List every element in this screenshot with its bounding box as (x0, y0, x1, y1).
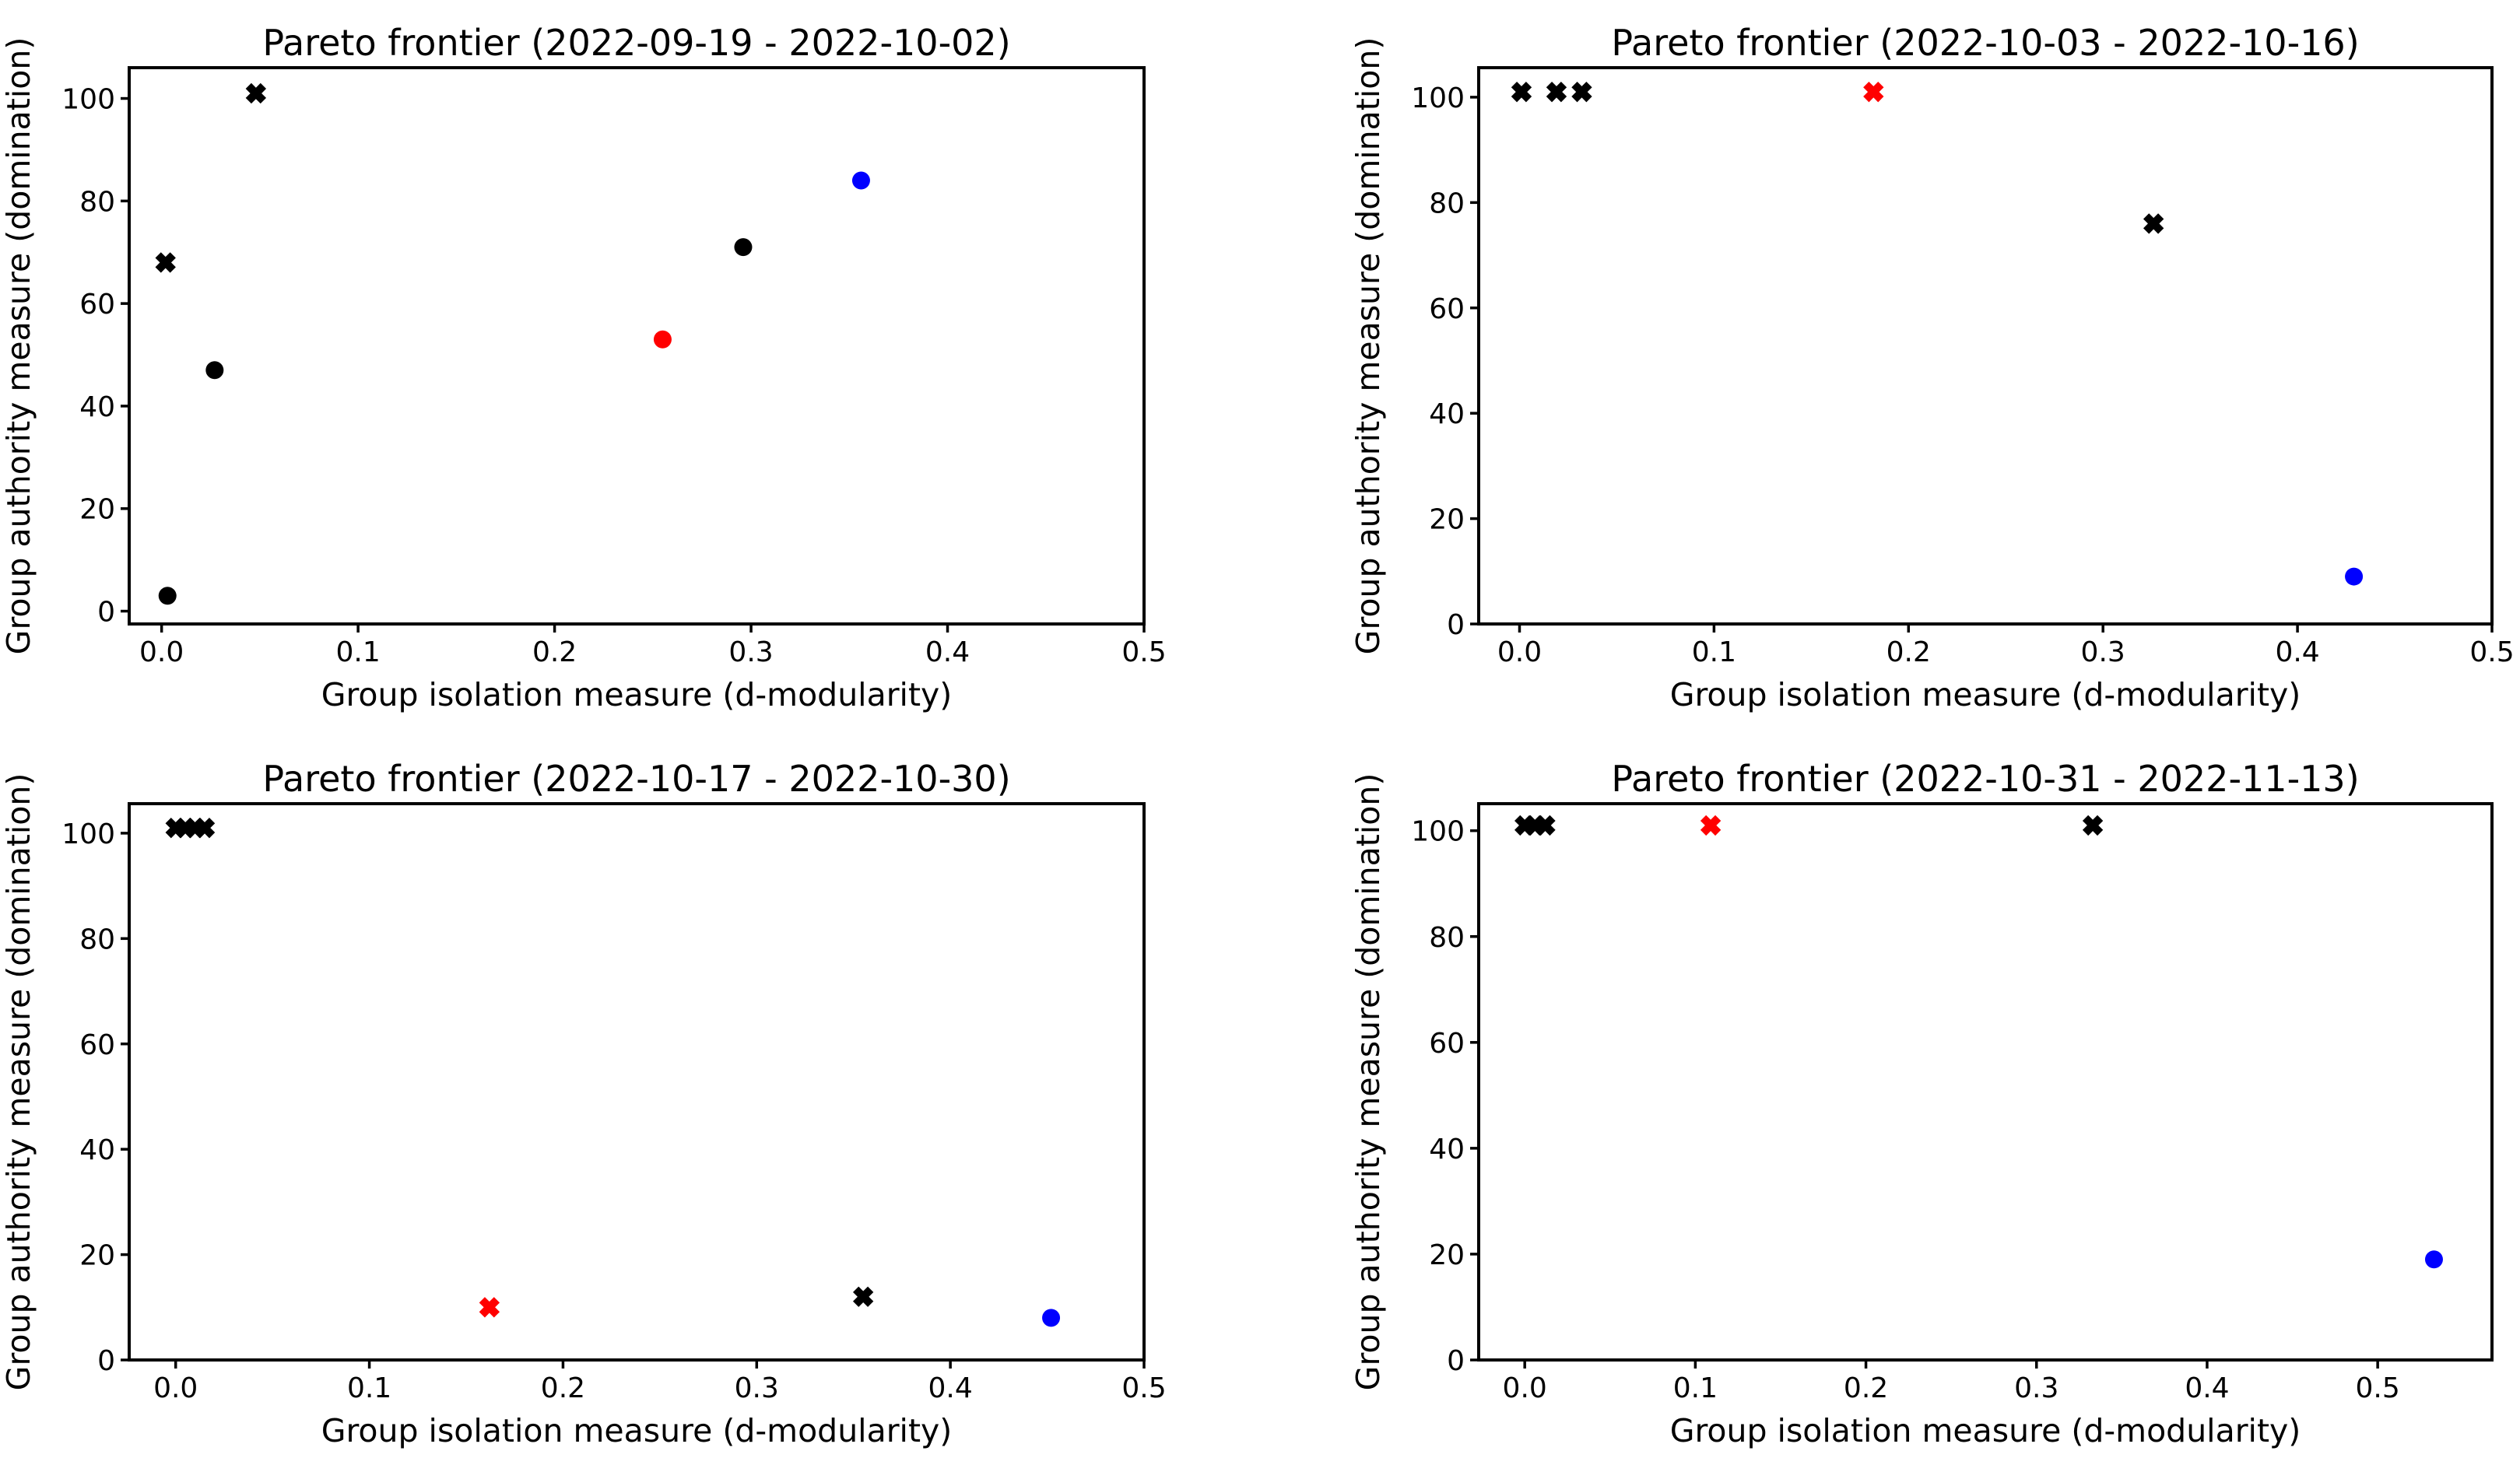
scatter-point-circle (734, 238, 753, 257)
y-tick-label: 100 (61, 818, 115, 850)
y-axis-label: Group authority measure (domination) (0, 37, 37, 655)
scatter-point-x (479, 1297, 500, 1318)
scatter-point-x (852, 1286, 874, 1307)
y-tick-label: 20 (1429, 1239, 1465, 1271)
x-tick-label: 0.5 (1121, 636, 1166, 668)
y-tick-label: 80 (1429, 922, 1465, 954)
y-tick-label: 0 (1447, 609, 1465, 641)
x-tick-label: 0.5 (2356, 1372, 2400, 1404)
x-tick-label: 0.4 (925, 636, 970, 668)
plot-spines (128, 66, 1146, 626)
x-tick-label: 0.4 (2275, 636, 2319, 668)
y-tick-label: 20 (79, 1240, 115, 1272)
x-tick-label: 0.2 (1886, 636, 1931, 668)
x-tick-label: 0.3 (2081, 636, 2125, 668)
subplot-bottom-right: 0.0 0.1 0.2 0.3 0.4 0.5 0 20 40 60 80 100 Pareto fro… (1349, 758, 2494, 1449)
scatter-point-x (245, 82, 267, 104)
x-tick-label: 0.1 (335, 636, 380, 668)
scatter-point-circle (1042, 1309, 1061, 1327)
y-tick-label: 20 (1429, 504, 1465, 536)
scatter-point-x (1700, 815, 1722, 836)
subplot-top-right: 0.0 0.1 0.2 0.3 0.4 0.5 0 20 40 60 80 100 Pareto fro… (1349, 22, 2515, 713)
x-tick-label: 0.3 (728, 636, 773, 668)
scatter-point-x (2082, 815, 2104, 836)
x-tick-label: 0.5 (1121, 1372, 1166, 1404)
x-tick-label: 0.0 (153, 1372, 198, 1404)
scatter-point-x (194, 817, 216, 839)
scatter-point-x (1511, 81, 1532, 103)
y-tick-label: 60 (1429, 1028, 1465, 1060)
y-tick-label: 80 (79, 186, 115, 218)
y-axis-label: Group authority measure (domination) (1349, 773, 1387, 1391)
scatter-point-x (2143, 213, 2164, 234)
x-tick-label: 0.5 (2469, 636, 2514, 668)
x-tick-label: 0.4 (2185, 1372, 2229, 1404)
x-tick-label: 0.2 (532, 636, 577, 668)
plot-area (1479, 68, 2492, 624)
subplot-title: Pareto frontier (2022-10-17 - 2022-10-30… (262, 758, 1010, 800)
y-tick-label: 40 (79, 391, 115, 423)
y-tick-label: 40 (1429, 398, 1465, 430)
y-tick-label: 0 (97, 597, 115, 629)
y-axis-label: Group authority measure (domination) (1349, 37, 1387, 655)
plot-spines (1477, 66, 2494, 626)
x-tick-label: 0.2 (541, 1372, 585, 1404)
x-tick-label: 0.2 (1844, 1372, 1888, 1404)
scatter-point-x (1546, 81, 1567, 103)
y-tick-label: 20 (79, 494, 115, 526)
plot-area (129, 68, 1144, 624)
scatter-point-circle (653, 330, 672, 349)
x-tick-label: 0.0 (1497, 636, 1542, 668)
scatter-point-x (1571, 81, 1592, 103)
plot-area (129, 804, 1144, 1360)
y-axis-label: Group authority measure (domination) (0, 773, 37, 1391)
y-tick-label: 80 (79, 924, 115, 955)
y-tick-label: 60 (79, 289, 115, 321)
subplot-title: Pareto frontier (2022-09-19 - 2022-10-02… (262, 22, 1010, 64)
scatter-point-circle (2345, 567, 2364, 586)
x-tick-label: 0.1 (347, 1372, 391, 1404)
subplot-title: Pareto frontier (2022-10-03 - 2022-10-16… (1611, 22, 2359, 64)
y-tick-label: 80 (1429, 188, 1465, 219)
y-tick-label: 0 (1447, 1345, 1465, 1377)
x-tick-label: 0.3 (2014, 1372, 2058, 1404)
y-tick-label: 100 (1411, 82, 1465, 114)
subplot-title: Pareto frontier (2022-10-31 - 2022-11-13… (1611, 758, 2359, 800)
plot-area (1479, 804, 2492, 1360)
x-tick-label: 0.3 (735, 1372, 779, 1404)
scatter-point-circle (205, 361, 224, 380)
x-axis-label: Group isolation measure (d-modularity) (1670, 1412, 2301, 1449)
x-tick-label: 0.1 (1673, 1372, 1718, 1404)
y-tick-label: 100 (61, 84, 115, 116)
y-tick-label: 0 (97, 1345, 115, 1377)
scatter-point-x (1863, 81, 1884, 103)
y-tick-label: 60 (1429, 293, 1465, 325)
y-tick-label: 60 (79, 1029, 115, 1061)
x-tick-label: 0.0 (139, 636, 184, 668)
x-axis-label: Group isolation measure (d-modularity) (321, 676, 953, 713)
scatter-point-circle (158, 587, 177, 605)
scatter-point-x (155, 252, 176, 273)
y-tick-label: 40 (1429, 1134, 1465, 1165)
scatter-point-circle (2424, 1250, 2443, 1269)
plot-spines (1477, 802, 2494, 1362)
scatter-point-circle (851, 171, 870, 190)
y-tick-label: 40 (79, 1134, 115, 1166)
subplot-bottom-left: 0.0 0.1 0.2 0.3 0.4 0.5 0 20 40 60 80 100 Pareto fro… (0, 758, 1167, 1449)
x-tick-label: 0.0 (1503, 1372, 1547, 1404)
x-axis-label: Group isolation measure (d-modularity) (1670, 676, 2301, 713)
x-tick-label: 0.1 (1692, 636, 1736, 668)
scatter-point-x (1535, 815, 1556, 836)
plot-spines (128, 802, 1146, 1362)
x-tick-label: 0.4 (928, 1372, 973, 1404)
subplot-top-left: 0.0 0.1 0.2 0.3 0.4 0.5 0 20 40 60 80 100 Pareto fro… (0, 22, 1167, 713)
x-axis-label: Group isolation measure (d-modularity) (321, 1412, 953, 1449)
y-tick-label: 100 (1411, 816, 1465, 848)
